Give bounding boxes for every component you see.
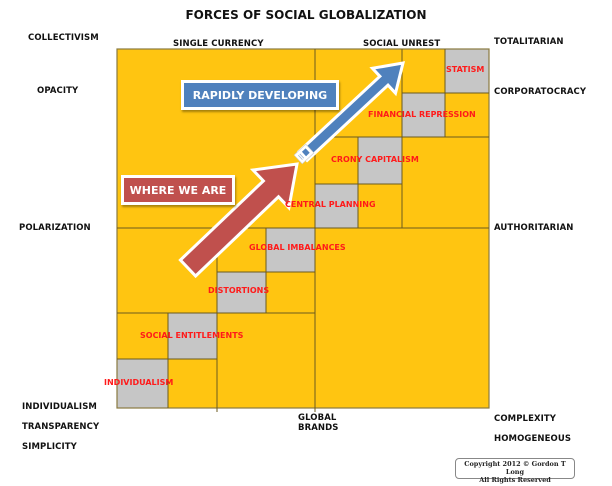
label-social-unrest: SOCIAL UNREST xyxy=(363,39,441,49)
stage-distortions: DISTORTIONS xyxy=(208,286,270,295)
label-totalitarian: TOTALITARIAN xyxy=(494,37,564,47)
label-single-currency: SINGLE CURRENCY xyxy=(173,39,264,49)
label-transparency: TRANSPARENCY xyxy=(22,422,100,432)
diagram-title: FORCES OF SOCIAL GLOBALIZATION xyxy=(185,8,427,22)
copyright-line1: Copyright 2012 © Gordon T Long xyxy=(464,460,566,476)
label-homogeneous: HOMOGENEOUS xyxy=(494,434,572,444)
label-polarization: POLARIZATION xyxy=(19,223,91,233)
stage-cell-5 xyxy=(315,184,358,228)
label-complexity: COMPLEXITY xyxy=(494,414,557,424)
label-brands: BRANDS xyxy=(298,423,339,433)
stage-social-entitlements: SOCIAL ENTITLEMENTS xyxy=(140,331,244,340)
stage-individualism: INDIVIDUALISM xyxy=(104,378,174,387)
rapidly-developing-arrow-tail xyxy=(293,143,315,165)
stage-cell-8 xyxy=(445,49,489,93)
label-simplicity: SIMPLICITY xyxy=(22,442,77,452)
stage-cell-7 xyxy=(402,93,445,137)
label-authoritarian: AUTHORITARIAN xyxy=(494,223,574,233)
stage-cell-1 xyxy=(117,359,168,408)
stage-central-planning: CENTRAL PLANNING xyxy=(285,200,376,209)
stage-crony-capitalism: CRONY CAPITALISM xyxy=(331,155,419,164)
rapidly-developing-banner: RAPIDLY DEVELOPING xyxy=(181,80,339,110)
stage-cell-2 xyxy=(168,313,217,359)
stage-cell-3 xyxy=(217,272,266,313)
label-opacity: OPACITY xyxy=(37,86,79,96)
label-global: GLOBAL xyxy=(298,413,337,423)
stage-statism: STATISM xyxy=(446,65,485,74)
copyright-box: Copyright 2012 © Gordon T Long All Right… xyxy=(455,458,575,484)
where-we-are-banner: WHERE WE ARE xyxy=(121,175,235,205)
rapidly-developing-arrow xyxy=(296,61,406,163)
stage-financial-repression: FINANCIAL REPRESSION xyxy=(368,110,476,119)
label-individualism-axis: INDIVIDUALISM xyxy=(22,402,97,412)
where-we-are-arrow xyxy=(178,162,299,279)
stage-cell-4 xyxy=(266,228,315,272)
label-corporatocracy: CORPORATOCRACY xyxy=(494,87,587,97)
stage-cell-6 xyxy=(358,137,402,184)
stage-global-imbalances: GLOBAL IMBALANCES xyxy=(249,243,346,252)
label-collectivism: COLLECTIVISM xyxy=(28,33,99,43)
copyright-line2: All Rights Reserved xyxy=(479,476,551,484)
